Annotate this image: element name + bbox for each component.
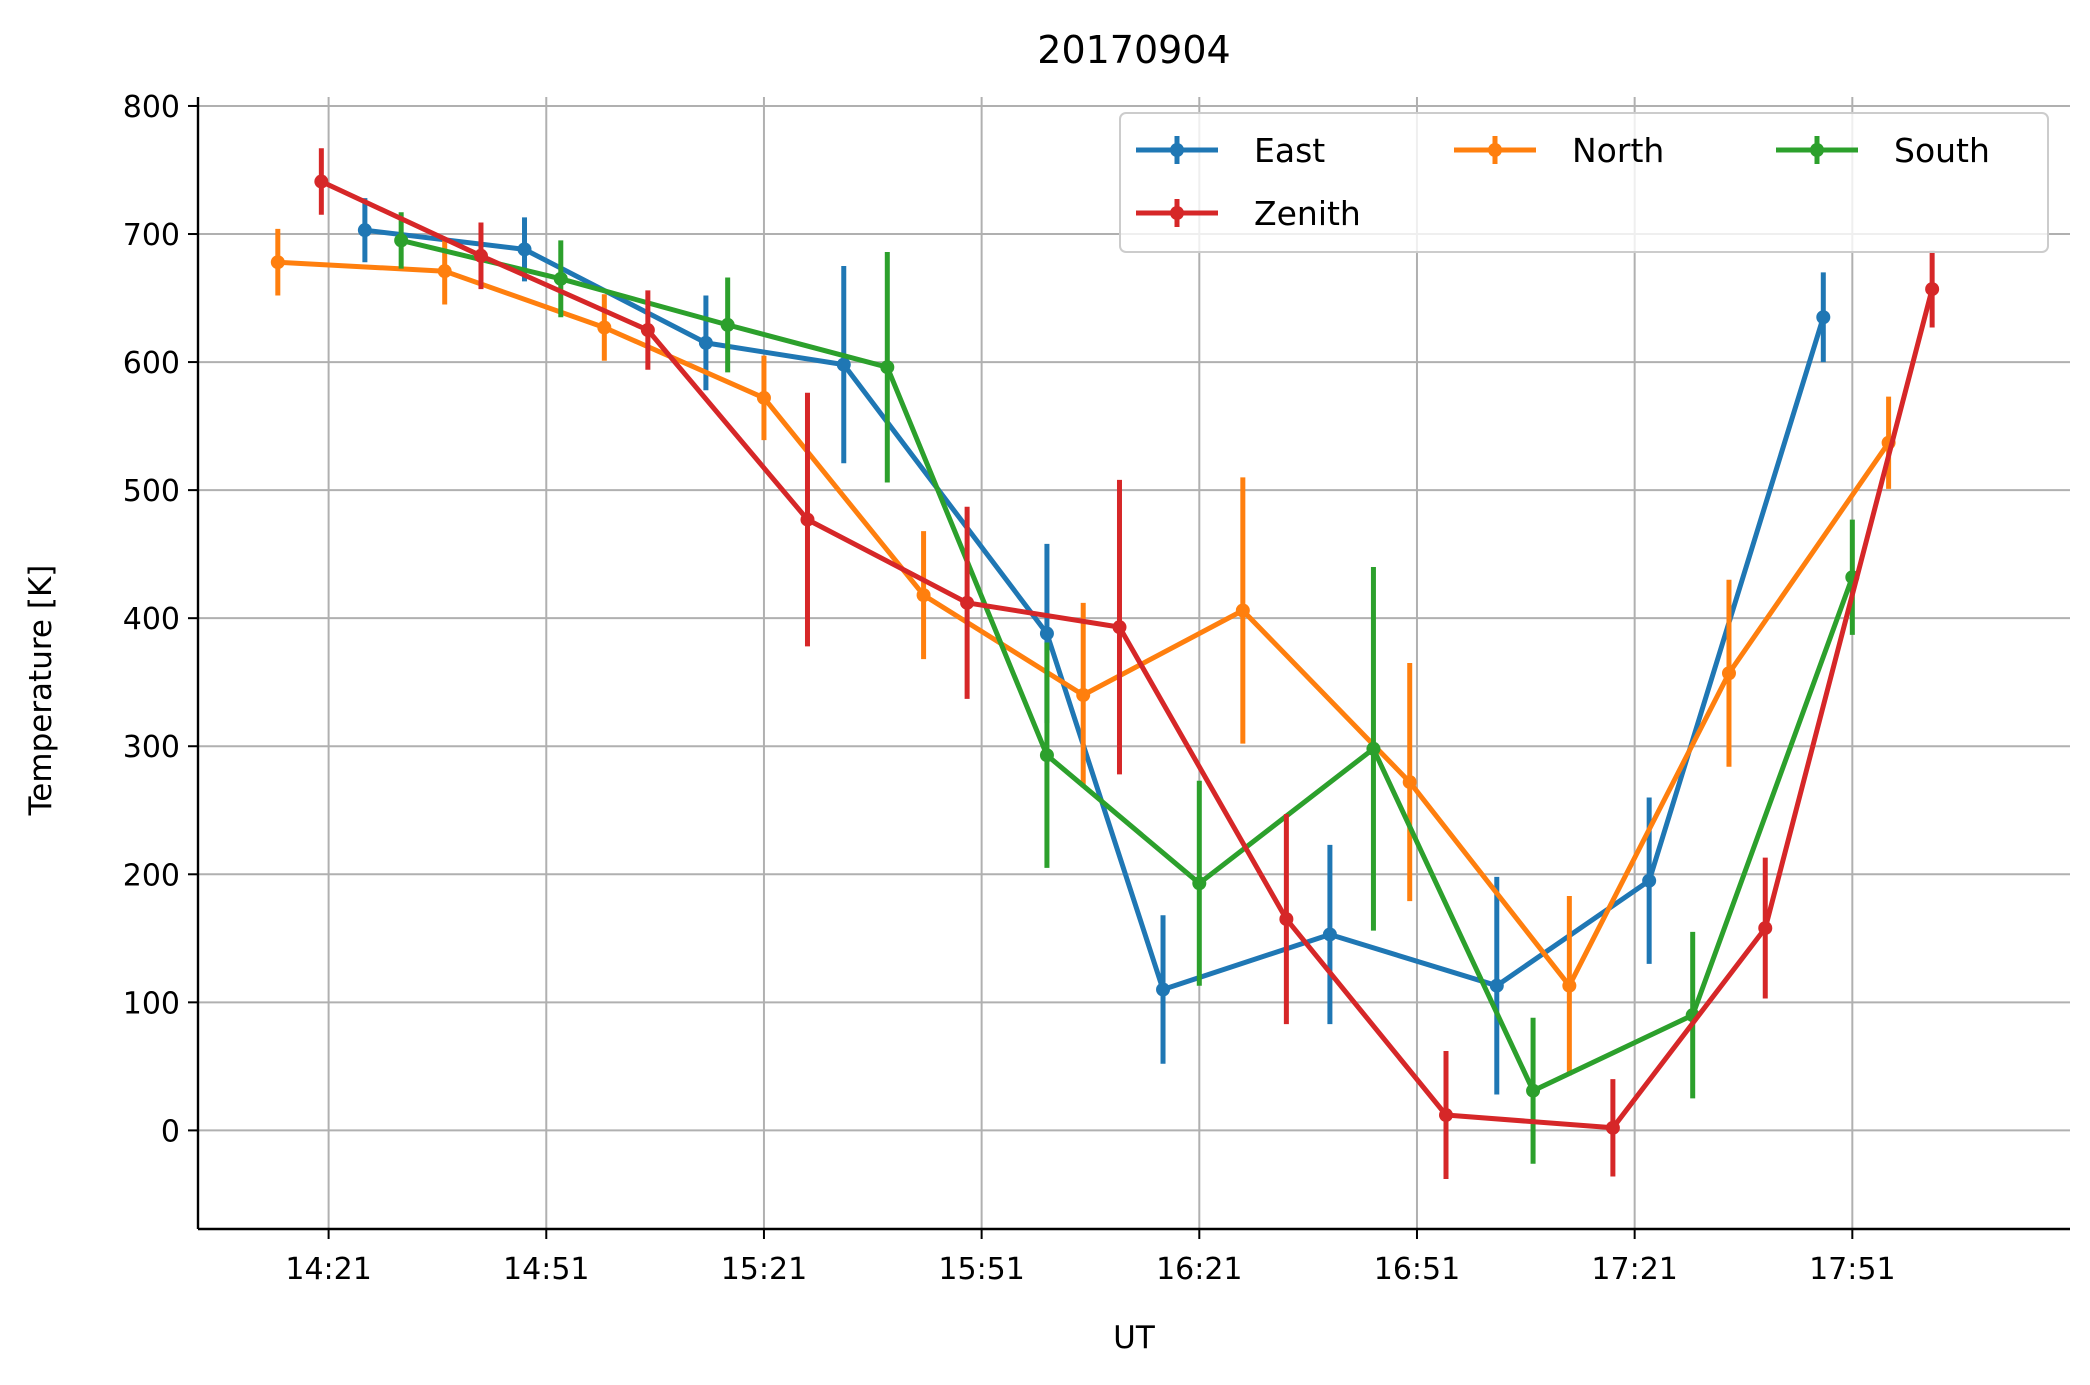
x-tick-label: 17:21 [1591,1252,1677,1287]
y-tick-label: 500 [123,474,180,509]
data-point [880,360,895,375]
x-tick-label: 17:51 [1809,1252,1895,1287]
data-point [437,264,452,279]
x-axis-label: UT [1113,1320,1156,1356]
legend: East North South Zenith [1119,112,2049,253]
series-north [270,228,1896,1076]
data-point [1039,748,1054,763]
x-tick-label: 15:21 [721,1252,807,1287]
legend-label: North [1572,131,1664,170]
data-point [1562,978,1577,993]
data-point [1156,982,1171,997]
data-point [1816,310,1831,325]
series-zenith [314,148,1940,1180]
y-tick-label: 200 [123,858,180,893]
y-tick-label: 100 [123,986,180,1021]
data-point [836,357,851,372]
y-axis-label: Temperature [K] [23,565,59,817]
data-point [960,595,975,610]
data-point [270,255,285,270]
chart-title: 20170904 [1037,28,1230,72]
data-point [1489,978,1504,993]
legend-label: South [1894,131,1990,170]
x-tick-label: 16:21 [1156,1252,1242,1287]
data-point [1758,921,1773,936]
data-point [1402,775,1417,790]
x-tick-label: 15:51 [938,1252,1024,1287]
data-point [720,317,735,332]
data-point [640,323,655,338]
data-point [1526,1083,1541,1098]
data-point [1366,741,1381,756]
series-east [357,198,1831,1095]
axes [188,97,2070,1239]
y-tick-label: 700 [123,218,180,253]
data-point [756,390,771,405]
x-tick-label: 14:21 [285,1252,371,1287]
data-point [1642,873,1657,888]
legend-swatch-marker [1810,143,1824,157]
y-tick-label: 400 [123,602,180,637]
data-point [1192,876,1207,891]
legend-item-south: South [1776,131,1990,170]
data-point [394,233,409,248]
data-point [1605,1120,1620,1135]
data-point [517,242,532,257]
data-point [1076,688,1091,703]
y-tick-label: 600 [123,346,180,381]
data-point [597,320,612,335]
series-line [364,227,1826,992]
data-point [357,223,372,238]
y-tick-label: 0 [161,1114,180,1149]
series-south [394,212,1860,1164]
data-point [1925,282,1940,297]
data-point [1235,603,1250,618]
y-tick-label: 800 [123,90,180,125]
y-tick-label: 300 [123,730,180,765]
series-layer [270,148,1940,1180]
data-point [314,174,329,189]
legend-label: East [1254,131,1325,170]
data-point [800,512,815,527]
data-point [698,335,713,350]
legend-label: Zenith [1254,194,1361,233]
legend-swatch-marker [1170,143,1184,157]
data-point [1112,620,1127,635]
tick-labels: 14:21 14:51 15:21 15:51 16:21 16:51 17:21 17:51… [123,90,1896,1287]
x-tick-label: 16:51 [1374,1252,1460,1287]
data-point [1039,626,1054,641]
data-point [1721,666,1736,681]
data-point [1279,912,1294,927]
legend-swatch-marker [1170,206,1184,220]
legend-item-north: North [1454,131,1664,170]
legend-item-east: East [1136,131,1325,170]
x-tick-label: 14:51 [503,1252,589,1287]
data-point [916,588,931,603]
data-point [1439,1108,1453,1123]
data-point [473,248,488,263]
data-point [553,271,568,286]
legend-item-zenith: Zenith [1136,194,1361,233]
grid-lines [198,97,2070,1229]
legend-swatch-marker [1488,143,1502,157]
data-point [1322,927,1337,942]
series-line [400,237,1855,1094]
